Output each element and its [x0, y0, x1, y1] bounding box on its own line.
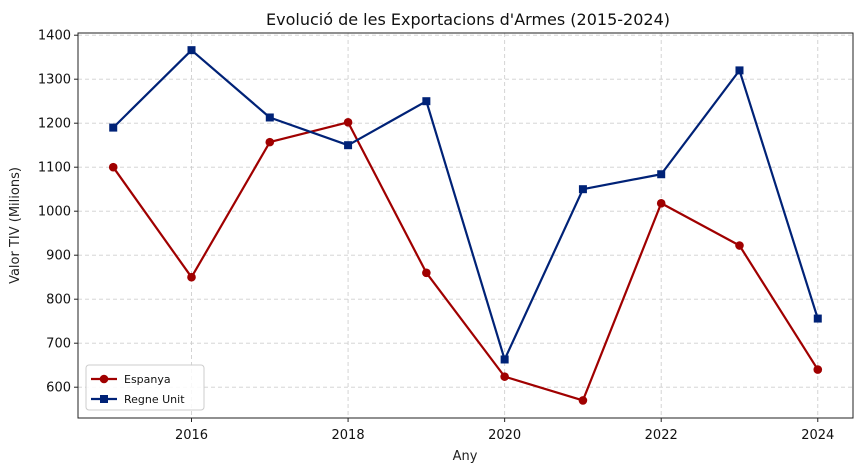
grid [78, 33, 853, 418]
data-point [187, 272, 196, 282]
y-tick-label: 600 [46, 381, 71, 396]
data-point [500, 372, 509, 381]
data-point [265, 113, 274, 122]
data-point [735, 241, 744, 250]
data-point [500, 355, 509, 364]
series-regne-unit [109, 46, 822, 364]
data-point [813, 365, 823, 374]
x-tick-label: 2018 [332, 428, 365, 443]
legend-item: Espanya [91, 373, 171, 386]
data-point [344, 141, 353, 150]
legend-marker [100, 395, 108, 403]
x-tick-label: 2020 [488, 428, 521, 443]
chart-title: Evolució de les Exportacions d'Armes (20… [266, 10, 670, 29]
data-point [422, 268, 431, 278]
legend-item: Regne Unit [91, 393, 185, 406]
data-point [187, 46, 196, 55]
y-tick-label: 1100 [38, 161, 71, 176]
data-point [813, 314, 822, 323]
data-point [109, 123, 118, 132]
data-point [578, 396, 588, 405]
y-tick-label: 1200 [38, 117, 71, 132]
y-tick-label: 700 [46, 337, 71, 352]
y-tick-label: 1400 [38, 29, 71, 44]
series-layer [108, 46, 823, 405]
legend-label: Espanya [124, 373, 171, 386]
y-axis-label: Valor TIV (Milions) [8, 167, 23, 284]
y-tick-label: 900 [46, 249, 71, 264]
x-tick-label: 2016 [175, 428, 208, 443]
x-tick-label: 2022 [645, 428, 678, 443]
legend: Espanya Regne Unit [85, 364, 205, 411]
legend-marker [99, 374, 109, 384]
x-axis-label: Any [453, 449, 478, 464]
series-line [112, 121, 819, 402]
data-point [656, 198, 666, 208]
data-point [265, 137, 275, 147]
y-tick-label: 1300 [38, 73, 71, 88]
data-point [735, 66, 744, 75]
data-point [422, 97, 431, 106]
plot-frame [77, 32, 854, 419]
legend-label: Regne Unit [124, 393, 185, 406]
axis-ticks: 2016 2018 2020 2022 2024 600 700 800 900 1000 1100… [38, 29, 834, 443]
data-point [343, 118, 353, 127]
data-point [108, 162, 118, 172]
data-point [578, 185, 587, 194]
y-tick-label: 1000 [38, 205, 71, 220]
series-line [112, 49, 819, 361]
y-tick-label: 800 [46, 293, 71, 308]
series-espanya [108, 118, 823, 405]
x-tick-label: 2024 [801, 428, 834, 443]
data-point [657, 170, 666, 179]
